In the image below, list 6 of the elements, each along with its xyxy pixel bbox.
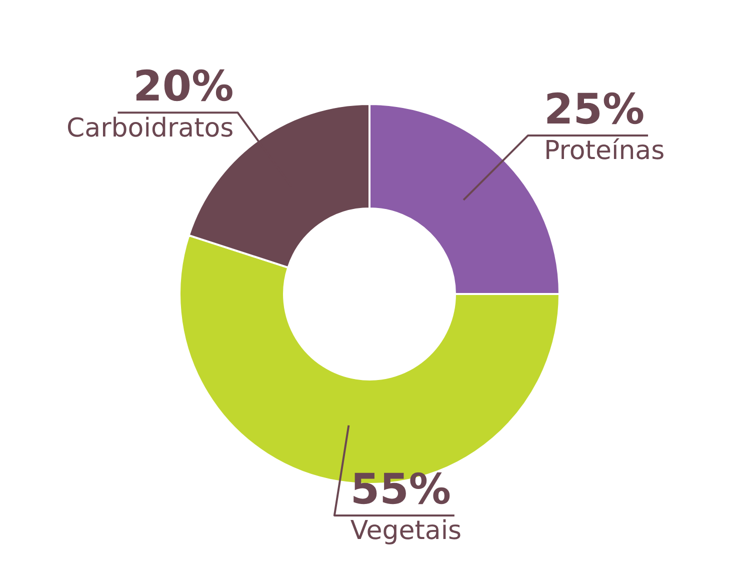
data-label: 55% <box>350 464 451 514</box>
slice-label: Vegetais <box>350 516 462 546</box>
slice-label: Carboidratos <box>66 113 234 144</box>
slice-label: Proteínas <box>544 136 665 166</box>
data-label: 20% <box>133 62 234 111</box>
data-label: 25% <box>544 84 645 134</box>
